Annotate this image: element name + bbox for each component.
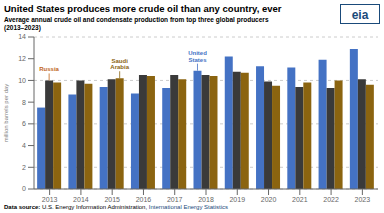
svg-text:10: 10	[18, 77, 26, 84]
html-text:United States produces more cr: United States produces more crude oil th…	[4, 3, 282, 14]
svg-text:2022: 2022	[323, 196, 339, 203]
svg-text:2016: 2016	[136, 196, 152, 203]
html-text:eia: eia	[351, 8, 369, 22]
svg-text:2017: 2017	[167, 196, 183, 203]
svg-text:2: 2	[22, 164, 26, 171]
svg-text:2020: 2020	[261, 196, 277, 203]
svg-text:2023: 2023	[355, 196, 371, 203]
svg-text:8: 8	[22, 99, 26, 106]
svg-text:UnitedStates: UnitedStates	[188, 50, 207, 63]
svg-text:million barrels per day: million barrels per day	[8, 84, 9, 143]
svg-text:4: 4	[22, 142, 26, 149]
svg-text:Russia: Russia	[39, 66, 59, 72]
svg-text:2019: 2019	[229, 196, 245, 203]
html-text:(2013–2023): (2013–2023)	[4, 23, 41, 31]
svg-text:2013: 2013	[42, 196, 58, 203]
svg-text:6: 6	[22, 120, 26, 127]
svg-text:2015: 2015	[104, 196, 120, 203]
svg-text:2021: 2021	[292, 196, 308, 203]
html-text:Average annual crude oil and c: Average annual crude oil and condensate …	[4, 16, 269, 23]
html-text:Data source: U.S. Energy Infor: Data source: U.S. Energy Information Adm…	[4, 204, 229, 210]
svg-text:2014: 2014	[73, 196, 89, 203]
svg-text:SaudiArabia: SaudiArabia	[110, 58, 129, 71]
svg-text:12: 12	[18, 55, 26, 62]
svg-text:2018: 2018	[198, 196, 214, 203]
svg-text:14: 14	[18, 33, 26, 40]
svg-text:0: 0	[22, 185, 26, 192]
